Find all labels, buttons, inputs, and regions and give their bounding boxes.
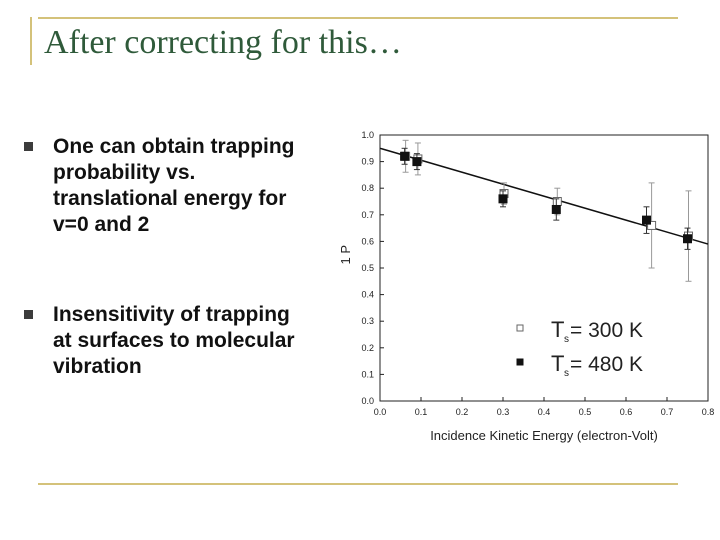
bullet-item-2: Insensitivity of trapping at surfaces to…	[24, 302, 314, 380]
plot-frame	[379, 134, 709, 402]
x-tick-label: 0.4	[538, 407, 551, 417]
left-rule	[30, 17, 32, 65]
x-tick-label: 0.0	[374, 407, 387, 417]
bullet-text-2: Insensitivity of trapping at surfaces to…	[53, 303, 295, 378]
bullet-item-1: One can obtain trapping probability vs. …	[24, 134, 314, 238]
x-tick-label: 0.2	[456, 407, 469, 417]
y-tick-label: 0.4	[361, 290, 374, 300]
x-tick-label: 0.7	[661, 407, 674, 417]
trapping-probability-chart: 0.0 0.1 0.2 0.3 0.4 0.5 0.6 0.7 0.8 0.9 1.0 0.0 0.1 0…	[338, 130, 715, 443]
data-point	[400, 151, 410, 161]
fit-line	[379, 147, 709, 245]
legend-label-main: T	[551, 351, 564, 376]
legend-label-main: T	[551, 317, 564, 342]
bottom-rule	[38, 483, 678, 485]
y-tick-label: 0.8	[361, 183, 374, 193]
y-tick-label: 0.5	[361, 263, 374, 273]
y-tick-label: 1.0	[361, 130, 374, 140]
legend-label-sub: s	[564, 334, 569, 345]
data-point	[412, 157, 422, 167]
data-point	[642, 215, 651, 225]
legend-marker	[516, 324, 524, 332]
x-tick-label: 0.8	[702, 407, 715, 417]
legend-label-rest: = 300 K	[570, 319, 643, 342]
x-tick-label: 0.1	[415, 407, 428, 417]
data-point	[647, 220, 657, 230]
y-tick-label: 0.1	[361, 369, 374, 379]
y-tick-label: 0.7	[361, 210, 374, 220]
data-point	[551, 204, 561, 214]
y-tick-label: 0.3	[361, 316, 374, 326]
y-tick-label: 0.9	[361, 157, 374, 167]
data-point	[683, 234, 692, 244]
x-tick-label: 0.3	[497, 407, 510, 417]
data-point	[498, 194, 508, 204]
x-tick-label: 0.5	[579, 407, 592, 417]
bullet-text-1: One can obtain trapping probability vs. …	[53, 135, 295, 236]
bullet-square-icon	[24, 310, 33, 319]
bullet-square-icon	[24, 142, 33, 151]
legend-marker	[516, 358, 524, 366]
y-tick-label: 0.6	[361, 236, 374, 246]
y-tick-label: 0.0	[361, 396, 374, 406]
slide-title: After correcting for this…	[44, 24, 402, 61]
x-tick-label: 0.6	[620, 407, 633, 417]
legend-label-rest: = 480 K	[570, 353, 643, 376]
y-tick-label: 0.2	[361, 343, 374, 353]
top-rule	[38, 17, 678, 19]
x-axis-label: Incidence Kinetic Energy (electron-Volt)	[430, 428, 658, 443]
y-axis-label: 1 P	[338, 245, 353, 265]
legend-label-sub: s	[564, 368, 569, 379]
